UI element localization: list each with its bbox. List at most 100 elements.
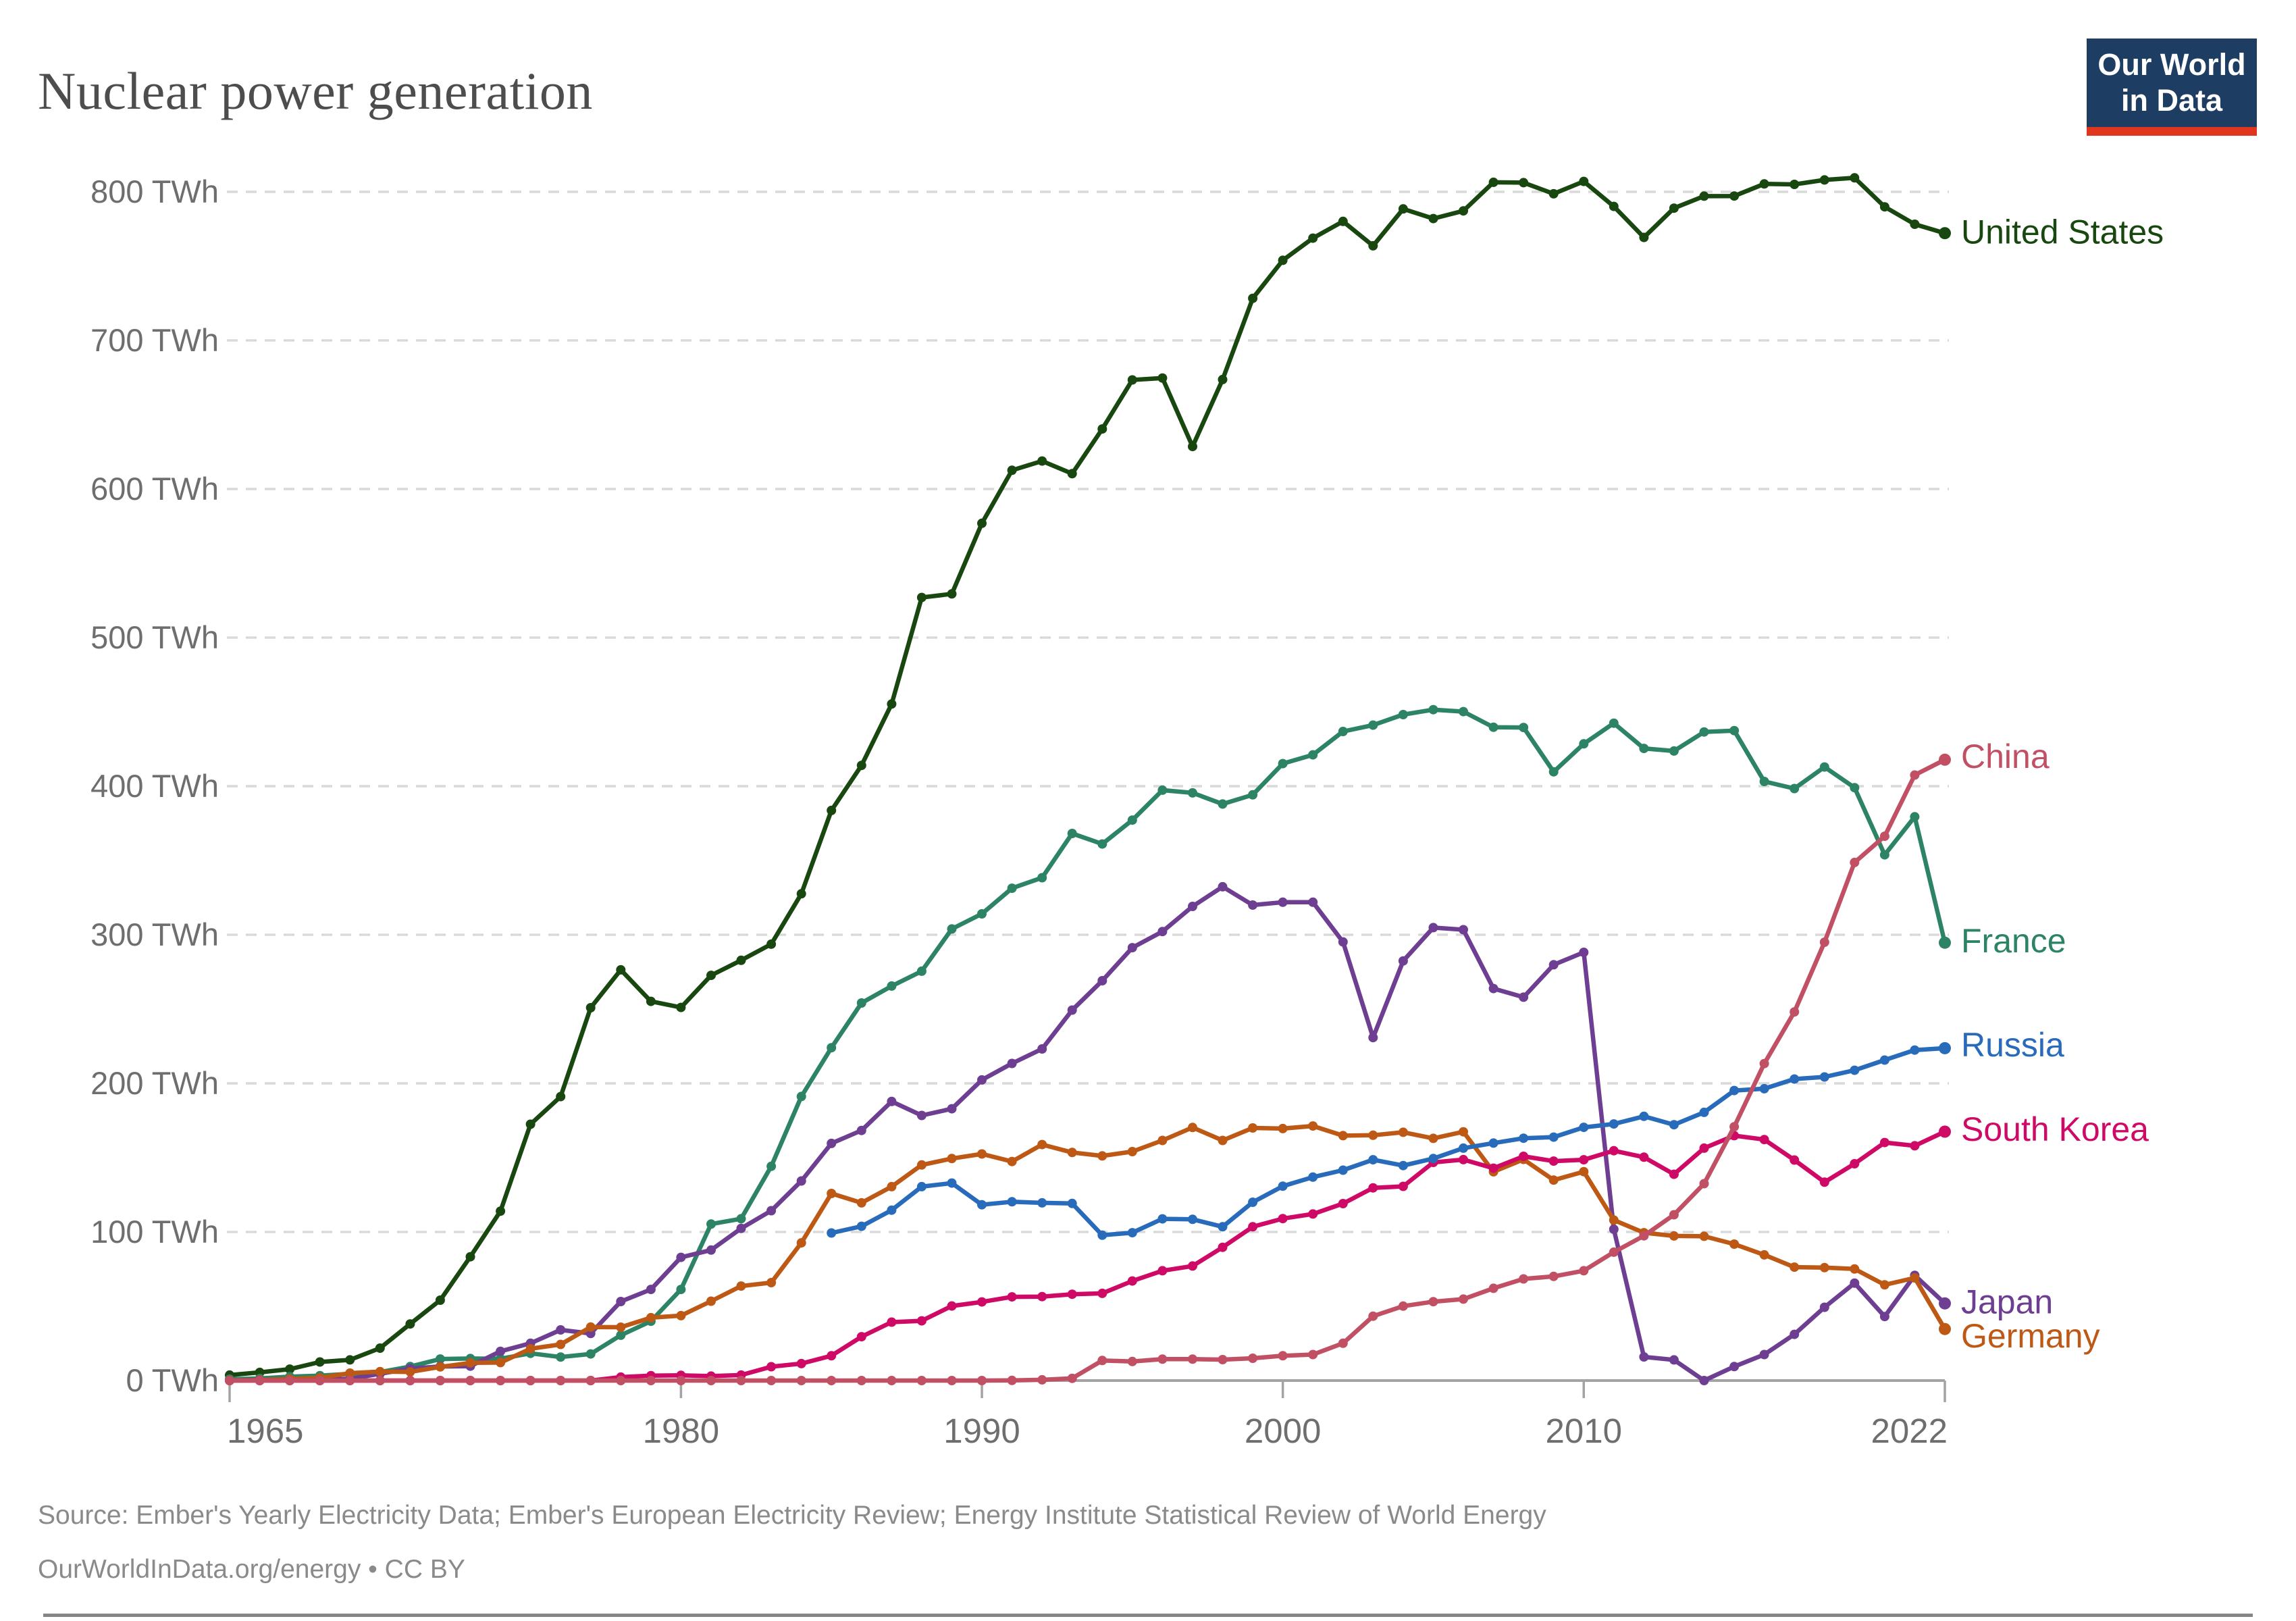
data-point-russia-2000[interactable] bbox=[1278, 1181, 1288, 1191]
data-point-china-2012[interactable] bbox=[1639, 1231, 1649, 1241]
data-point-japan-2017[interactable] bbox=[1790, 1329, 1800, 1339]
data-point-china-1996[interactable] bbox=[1157, 1354, 1168, 1364]
data-point-russia-1999[interactable] bbox=[1248, 1198, 1258, 1207]
data-point-south-korea-2009[interactable] bbox=[1548, 1156, 1559, 1166]
owid-logo[interactable]: Our World in Data bbox=[2087, 38, 2257, 136]
data-point-france-1997[interactable] bbox=[1188, 788, 1197, 798]
data-point-japan-1981[interactable] bbox=[706, 1245, 716, 1255]
data-point-japan-1991[interactable] bbox=[1007, 1058, 1017, 1069]
data-point-russia-2004[interactable] bbox=[1398, 1160, 1408, 1170]
data-point-germany-2010[interactable] bbox=[1579, 1166, 1589, 1177]
data-point-united-states-1972[interactable] bbox=[435, 1295, 445, 1305]
data-point-united-states-1978[interactable] bbox=[616, 964, 626, 975]
data-point-united-states-1969[interactable] bbox=[345, 1355, 355, 1365]
data-point-japan-1990[interactable] bbox=[977, 1075, 987, 1085]
data-point-united-states-2017[interactable] bbox=[1790, 180, 1800, 189]
data-point-japan-2020[interactable] bbox=[1879, 1312, 1889, 1322]
data-point-japan-1997[interactable] bbox=[1188, 902, 1197, 911]
data-point-china-1986[interactable] bbox=[856, 1376, 866, 1385]
series-line-russia[interactable] bbox=[829, 1046, 1948, 1238]
data-point-south-korea-1985[interactable] bbox=[827, 1351, 837, 1361]
data-point-united-states-1992[interactable] bbox=[1037, 456, 1047, 466]
data-point-germany-2000[interactable] bbox=[1278, 1123, 1288, 1133]
data-point-germany-2001[interactable] bbox=[1308, 1121, 1318, 1131]
data-point-france-2019[interactable] bbox=[1850, 783, 1860, 793]
data-point-japan-2016[interactable] bbox=[1759, 1349, 1769, 1360]
data-point-france-2014[interactable] bbox=[1699, 727, 1709, 737]
data-point-germany-1973[interactable] bbox=[465, 1358, 475, 1368]
data-point-france-1984[interactable] bbox=[796, 1091, 806, 1102]
series-line-south-korea[interactable] bbox=[227, 1129, 1948, 1383]
data-point-japan-1976[interactable] bbox=[556, 1325, 566, 1335]
data-point-united-states-2019[interactable] bbox=[1850, 173, 1860, 183]
data-point-south-korea-1988[interactable] bbox=[916, 1316, 927, 1326]
data-point-germany-1984[interactable] bbox=[796, 1238, 806, 1248]
data-point-china-1989[interactable] bbox=[947, 1376, 957, 1385]
data-point-united-states-1996[interactable] bbox=[1157, 373, 1168, 383]
data-point-russia-2022[interactable] bbox=[1939, 1041, 1951, 1054]
data-point-japan-2018[interactable] bbox=[1819, 1302, 1829, 1312]
data-point-united-states-2014[interactable] bbox=[1699, 191, 1709, 201]
data-point-germany-1988[interactable] bbox=[916, 1160, 927, 1170]
data-point-russia-1989[interactable] bbox=[947, 1178, 957, 1188]
data-point-china-1967[interactable] bbox=[285, 1376, 295, 1385]
data-point-france-1987[interactable] bbox=[887, 981, 897, 991]
data-point-south-korea-2001[interactable] bbox=[1308, 1209, 1318, 1219]
data-point-south-korea-2004[interactable] bbox=[1398, 1181, 1408, 1191]
data-point-france-1999[interactable] bbox=[1248, 790, 1258, 800]
data-point-china-1972[interactable] bbox=[435, 1376, 445, 1385]
data-point-russia-1991[interactable] bbox=[1007, 1197, 1017, 1207]
data-point-china-2017[interactable] bbox=[1790, 1007, 1800, 1017]
data-point-united-states-1999[interactable] bbox=[1248, 293, 1258, 303]
data-point-russia-2007[interactable] bbox=[1488, 1138, 1498, 1148]
data-point-china-1977[interactable] bbox=[585, 1376, 596, 1385]
data-point-south-korea-1983[interactable] bbox=[766, 1362, 777, 1372]
data-point-russia-2008[interactable] bbox=[1519, 1133, 1529, 1143]
data-point-japan-1994[interactable] bbox=[1097, 976, 1107, 985]
data-point-japan-1988[interactable] bbox=[916, 1110, 927, 1121]
data-point-france-1998[interactable] bbox=[1218, 799, 1228, 809]
data-point-france-2007[interactable] bbox=[1488, 722, 1498, 732]
data-point-china-2000[interactable] bbox=[1278, 1351, 1288, 1361]
data-point-japan-2015[interactable] bbox=[1729, 1362, 1740, 1372]
data-point-china-2021[interactable] bbox=[1910, 770, 1920, 780]
data-point-germany-1972[interactable] bbox=[435, 1362, 445, 1372]
data-point-germany-1977[interactable] bbox=[585, 1322, 596, 1332]
data-point-china-1966[interactable] bbox=[255, 1376, 265, 1385]
data-point-germany-1994[interactable] bbox=[1097, 1151, 1107, 1161]
data-point-germany-2004[interactable] bbox=[1398, 1127, 1408, 1137]
data-point-united-states-1973[interactable] bbox=[465, 1252, 475, 1262]
data-point-russia-2021[interactable] bbox=[1910, 1045, 1920, 1055]
data-point-germany-2002[interactable] bbox=[1338, 1131, 1348, 1141]
data-point-france-2009[interactable] bbox=[1548, 767, 1559, 777]
data-point-france-2022[interactable] bbox=[1939, 936, 1951, 949]
data-point-united-states-1984[interactable] bbox=[796, 889, 806, 899]
data-point-japan-1980[interactable] bbox=[676, 1252, 686, 1262]
data-point-germany-1982[interactable] bbox=[736, 1281, 746, 1291]
data-point-south-korea-1992[interactable] bbox=[1037, 1291, 1047, 1302]
series-japan[interactable] bbox=[225, 881, 1951, 1385]
data-point-russia-2013[interactable] bbox=[1669, 1120, 1679, 1130]
data-point-south-korea-1996[interactable] bbox=[1157, 1266, 1168, 1276]
data-point-china-1965[interactable] bbox=[225, 1376, 234, 1385]
data-point-russia-1992[interactable] bbox=[1037, 1198, 1047, 1208]
data-point-russia-1996[interactable] bbox=[1157, 1214, 1168, 1224]
data-point-china-1991[interactable] bbox=[1007, 1375, 1017, 1385]
data-point-france-1991[interactable] bbox=[1007, 883, 1017, 894]
data-point-south-korea-2011[interactable] bbox=[1609, 1146, 1619, 1156]
data-point-united-states-1998[interactable] bbox=[1218, 374, 1228, 384]
data-point-germany-1980[interactable] bbox=[676, 1310, 686, 1320]
data-point-united-states-1968[interactable] bbox=[315, 1357, 325, 1367]
data-point-germany-2006[interactable] bbox=[1459, 1127, 1468, 1137]
series-south-korea[interactable] bbox=[225, 1125, 1951, 1386]
data-point-china-2002[interactable] bbox=[1338, 1338, 1348, 1348]
data-point-germany-2015[interactable] bbox=[1729, 1239, 1740, 1249]
series-russia[interactable] bbox=[827, 1041, 1951, 1240]
entity-label-japan[interactable]: Japan bbox=[1961, 1283, 2053, 1320]
data-point-germany-1990[interactable] bbox=[977, 1149, 987, 1159]
entity-label-united-states[interactable]: United States bbox=[1961, 213, 2164, 251]
data-point-germany-2022[interactable] bbox=[1939, 1322, 1951, 1335]
data-point-china-2008[interactable] bbox=[1519, 1274, 1529, 1284]
data-point-china-2005[interactable] bbox=[1428, 1297, 1438, 1307]
